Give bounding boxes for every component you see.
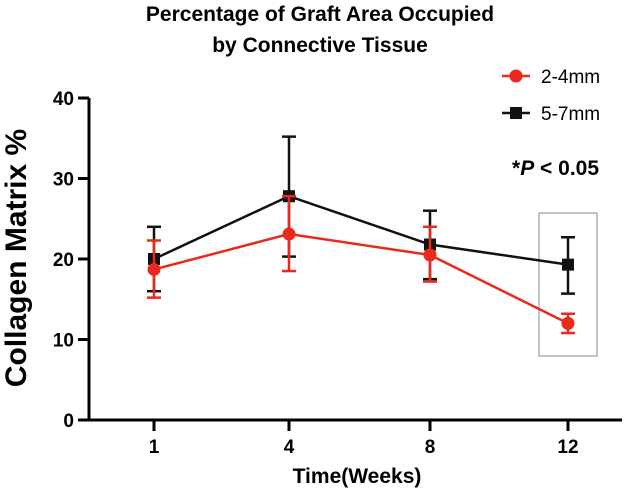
x-tick-label-0: 1 (149, 437, 160, 458)
y-tick-label-1: 10 (53, 331, 74, 352)
chart-subtitle: by Connective Tissue (212, 34, 428, 57)
legend-label-1: 5-7mm (541, 104, 600, 125)
point-1-3 (562, 258, 574, 271)
chart-title: Percentage of Graft Area Occupied (146, 3, 494, 26)
significance-annotation: *P < 0.05 (512, 157, 599, 180)
series-5-7mm (147, 135, 575, 295)
series-layer (147, 135, 575, 335)
y-tick-label-3: 30 (53, 170, 74, 191)
annotation-prefix: * (512, 157, 521, 180)
point-0-0 (147, 262, 161, 276)
x-tick-label-1: 4 (284, 437, 295, 458)
y-axis-title: Collagen Matrix % (0, 129, 33, 387)
x-axis-title: Time(Weeks) (293, 465, 422, 488)
y-tick-label-2: 20 (53, 250, 74, 271)
legend-label-0: 2-4mm (541, 67, 600, 88)
significance-box (538, 212, 598, 357)
point-0-2 (423, 248, 437, 262)
series-2-4mm (147, 194, 575, 335)
point-0-1 (282, 227, 296, 241)
y-tick-label-0: 0 (63, 411, 74, 432)
series-line-1 (153, 194, 569, 266)
legend-marker-1 (510, 107, 522, 119)
x-tick-label-2: 8 (425, 437, 436, 458)
axes: 0 10 20 30 40 1 4 8 12 (53, 89, 622, 458)
y-tick-label-4: 40 (53, 89, 74, 110)
series-line-0 (153, 232, 569, 325)
legend-marker-0 (509, 69, 523, 83)
significance-box-rect (538, 212, 598, 357)
x-tick-label-3: 12 (557, 437, 578, 458)
legend: 2-4mm 5-7mm (502, 67, 600, 125)
annotation-suffix: < 0.05 (534, 157, 599, 180)
point-0-3 (561, 316, 575, 330)
annotation-p: P (520, 157, 535, 180)
